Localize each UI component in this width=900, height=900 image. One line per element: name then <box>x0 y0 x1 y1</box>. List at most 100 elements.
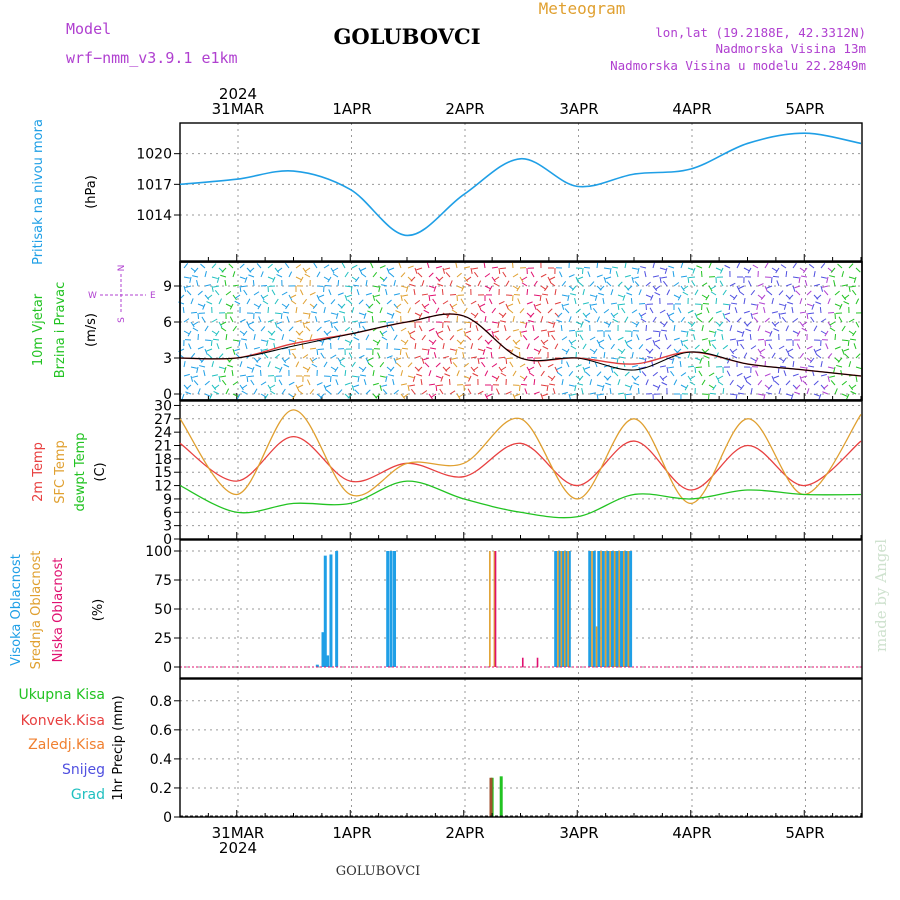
y-tick-label: 9 <box>163 279 172 295</box>
wind-barb <box>699 357 703 364</box>
wind-barb <box>330 321 333 328</box>
wind-barb <box>330 354 337 359</box>
wind-barb <box>787 301 794 305</box>
wind-barb <box>729 282 736 287</box>
top-day-label: 2APR <box>445 100 484 118</box>
wind-barb <box>848 276 855 280</box>
wind-barb <box>823 290 829 296</box>
wind-barb <box>624 274 631 278</box>
wind-barb <box>491 266 499 269</box>
wind-barb <box>627 344 633 350</box>
mid-cloud-bar <box>591 551 593 667</box>
wind-barb <box>269 390 276 395</box>
wind-barb <box>381 336 388 341</box>
wind-barb <box>370 262 374 269</box>
precip-legend-frz: Zaledj.Kisa <box>28 737 105 753</box>
wind-barb <box>850 384 857 390</box>
wind-barb <box>848 263 854 269</box>
wind-barb <box>541 293 549 296</box>
wind-barb <box>258 316 262 323</box>
y-tick-label: 6 <box>163 505 172 521</box>
wind-barb <box>253 346 260 350</box>
wind-barb <box>673 324 676 332</box>
high-cloud-bar <box>335 551 339 667</box>
wind-barb <box>794 285 801 289</box>
wind-barb <box>582 366 586 373</box>
wind-barb <box>456 328 463 332</box>
wind-barb <box>544 285 549 292</box>
high-cloud-bar <box>624 551 628 667</box>
wind-barb <box>247 375 255 378</box>
wind-barb <box>477 348 484 352</box>
wind-barb <box>722 344 729 350</box>
wind-barb <box>210 339 213 347</box>
wind-barb <box>552 321 556 328</box>
high-cloud-bar <box>326 655 330 667</box>
wind-barb <box>820 285 824 292</box>
wind-barb <box>771 352 776 359</box>
wind-barb <box>313 262 318 269</box>
wind-barb <box>524 388 528 395</box>
wind-barb <box>778 345 785 350</box>
wind-barb <box>581 388 584 395</box>
wind-barb <box>848 285 851 292</box>
wind-barb <box>834 303 841 307</box>
wind-barb <box>239 330 246 336</box>
bottom-year-label: 2024 <box>219 839 257 857</box>
wind-barb <box>556 371 563 377</box>
wind-barb <box>554 343 559 350</box>
wind-barb <box>239 384 244 391</box>
wind-barb <box>659 267 666 271</box>
wind-barb <box>381 284 388 287</box>
wind-barb <box>602 298 605 305</box>
wind-barb <box>701 294 708 299</box>
wind-barb <box>823 384 829 390</box>
wind-barb <box>759 354 766 359</box>
wind-barb <box>560 324 563 332</box>
wind-barb <box>598 292 605 296</box>
wind-barb <box>766 392 773 395</box>
mid-cloud-bar <box>622 551 625 667</box>
wind-barb <box>272 276 276 283</box>
wind-barb <box>545 298 549 305</box>
wind-barb <box>610 302 618 305</box>
wind-barb <box>552 388 556 395</box>
wind-barb <box>498 267 501 275</box>
y-tick-label: 15 <box>154 465 172 481</box>
wind-barb <box>249 267 255 273</box>
wind-barb <box>232 348 236 355</box>
wind-barb <box>848 318 855 323</box>
wind-barb <box>304 273 311 278</box>
wind-barb <box>771 375 775 382</box>
wind-barb <box>813 393 820 397</box>
wind-barb <box>307 379 311 386</box>
wind-barb <box>351 276 358 281</box>
wind-barb <box>736 339 739 347</box>
wind-barb <box>213 285 220 288</box>
wind-barb <box>796 330 801 337</box>
wind-barb <box>335 379 339 386</box>
wind-barb <box>206 348 213 352</box>
wind-barb <box>556 366 563 370</box>
wind-barb <box>473 271 479 278</box>
wind-barb <box>389 366 395 372</box>
wind-barb <box>512 339 518 345</box>
wind-barb <box>798 276 801 284</box>
wind-barb <box>418 325 423 332</box>
wind-barb <box>274 353 280 359</box>
wind-barb <box>218 353 224 359</box>
wind-barb <box>216 276 220 283</box>
wind-barb <box>666 344 672 350</box>
wind-barb <box>738 392 745 395</box>
wind-barb <box>638 366 641 373</box>
wind-barb <box>435 384 438 392</box>
wind-barb <box>536 308 542 314</box>
wind-barb <box>806 312 809 320</box>
wind-barb <box>204 380 210 386</box>
wind-barb <box>414 342 417 350</box>
wind-barb <box>647 355 654 359</box>
wind-barb <box>792 262 797 269</box>
wind-barb <box>855 298 860 305</box>
wind-barb <box>592 307 598 314</box>
wind-barb <box>526 366 531 373</box>
